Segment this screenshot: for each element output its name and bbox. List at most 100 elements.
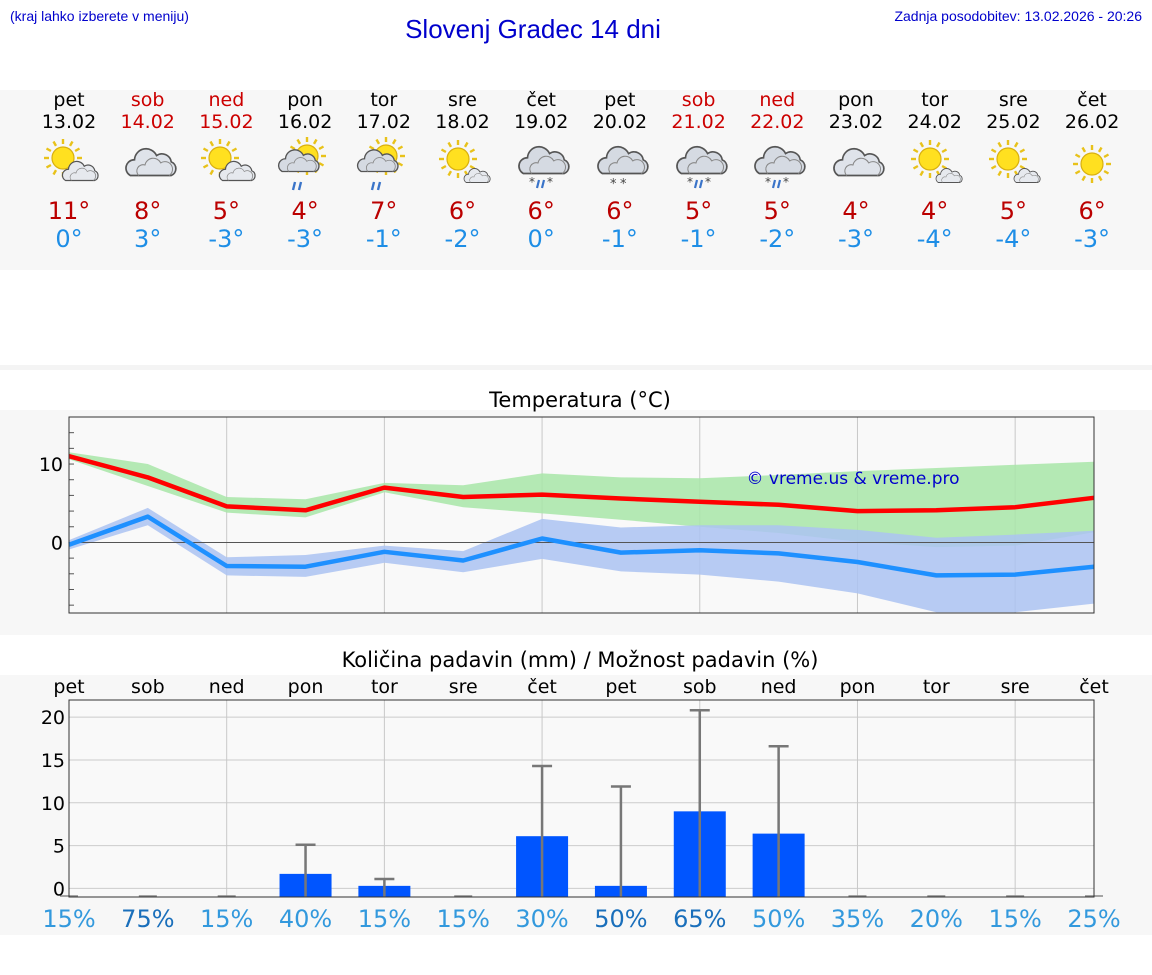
min-temperature: -2° xyxy=(759,225,796,253)
cloudy-icon xyxy=(116,134,180,198)
sun-cloud-icon xyxy=(37,134,101,198)
page-title: Slovenj Gradec 14 dni xyxy=(405,14,661,44)
svg-text:*: * xyxy=(610,177,617,192)
min-temperature: -1° xyxy=(365,225,402,253)
y-tick-label: 15 xyxy=(41,750,65,772)
x-tick-label: ned xyxy=(761,676,797,698)
day-header: tor 24.02 xyxy=(895,89,975,133)
max-temperature-line xyxy=(68,454,1095,514)
svg-text:*: * xyxy=(765,175,771,189)
min-temperature: 0° xyxy=(55,225,83,253)
precipitation-probability: 15% xyxy=(358,905,411,933)
day-date: 22.02 xyxy=(750,111,805,133)
min-temperature: -3° xyxy=(1074,225,1111,253)
day-name: sre xyxy=(998,89,1028,111)
precipitation-probability: 15% xyxy=(42,905,95,933)
svg-text:*: * xyxy=(705,175,711,189)
day-name: sre xyxy=(448,89,477,111)
max-temperature: 5° xyxy=(999,197,1028,225)
y-tick-label: 10 xyxy=(39,454,63,476)
sun-cloud-rain-icon xyxy=(352,134,416,198)
location-hint: (kraj lahko izberete v meniju) xyxy=(10,8,189,24)
sun-cloud-icon xyxy=(194,134,258,198)
precipitation-probability: 35% xyxy=(831,905,884,933)
sun-small-cloud-icon xyxy=(431,134,495,198)
x-tick-label: tor xyxy=(371,676,398,698)
cloud-sleet-icon: * * xyxy=(667,134,731,198)
max-temperature: 4° xyxy=(921,197,949,225)
max-temperature: 7° xyxy=(370,197,398,225)
day-header: pet 20.02 xyxy=(580,89,660,133)
max-temperature: 11° xyxy=(47,197,91,225)
cloud-sleet-icon: * * xyxy=(745,134,809,198)
day-header: čet 26.02 xyxy=(1052,89,1132,133)
precipitation-probability: 15% xyxy=(988,905,1041,933)
y-tick-label: 20 xyxy=(41,707,65,729)
max-temperature: 6° xyxy=(448,197,477,225)
day-header: sob 21.02 xyxy=(659,89,739,133)
max-temperature: 6° xyxy=(527,197,555,225)
min-temperature: -3° xyxy=(838,225,874,253)
min-temperature: 3° xyxy=(134,225,162,253)
max-temperature: 8° xyxy=(134,197,162,225)
day-name: ned xyxy=(759,89,796,111)
min-temperature: -1° xyxy=(680,225,717,253)
day-name: pon xyxy=(287,89,323,111)
last-updated: Zadnja posodobitev: 13.02.2026 - 20:26 xyxy=(894,8,1142,24)
day-name: čet xyxy=(526,89,556,111)
x-tick-label: sob xyxy=(131,676,165,698)
precipitation-probability: 25% xyxy=(1067,905,1120,933)
day-header: čet 19.02 xyxy=(501,89,581,133)
day-name: sob xyxy=(130,89,165,111)
x-tick-label: pet xyxy=(53,676,84,698)
precipitation-chart-title: Količina padavin (mm) / Možnost padavin … xyxy=(341,648,819,672)
divider xyxy=(0,365,1152,370)
day-date: 15.02 xyxy=(199,111,254,133)
day-date: 26.02 xyxy=(1064,111,1120,133)
day-header: pet 13.02 xyxy=(29,89,109,133)
min-temperature: -3° xyxy=(287,225,324,253)
day-name: pet xyxy=(604,89,636,111)
plot-area xyxy=(69,700,1094,897)
y-tick-label: 0 xyxy=(53,878,65,900)
day-date: 14.02 xyxy=(120,111,175,133)
day-date: 20.02 xyxy=(592,111,648,133)
max-temperature: 6° xyxy=(1078,197,1106,225)
day-header: sre 25.02 xyxy=(973,89,1053,133)
min-temperature: 0° xyxy=(527,225,555,253)
day-name: tor xyxy=(921,89,949,111)
x-tick-label: pon xyxy=(840,676,876,698)
precipitation-probability: 50% xyxy=(594,905,647,933)
sun-small-cloud-icon xyxy=(903,134,967,198)
svg-text:*: * xyxy=(620,177,627,192)
min-temperature: -4° xyxy=(916,225,953,253)
temperature-chart: 0 10 © vreme.us & vreme.pro xyxy=(39,416,1095,614)
day-header: pon 16.02 xyxy=(265,89,345,133)
precipitation-probability: 15% xyxy=(437,905,490,933)
svg-text:*: * xyxy=(547,175,553,189)
x-tick-label: tor xyxy=(923,676,950,698)
day-date: 16.02 xyxy=(277,111,333,133)
x-tick-label: čet xyxy=(1079,676,1109,698)
precipitation-probability: 15% xyxy=(200,905,253,933)
precipitation-chart: 0 5 10 15 20 pet sob ned pon tor sre čet pet sob ned po… xyxy=(41,676,1121,933)
min-range-band xyxy=(69,507,1094,613)
plot-frame xyxy=(68,416,1095,614)
y-tick-label: 10 xyxy=(41,793,65,815)
max-temperature: 6° xyxy=(606,197,634,225)
day-header: ned 15.02 xyxy=(186,89,266,133)
svg-text:*: * xyxy=(529,175,535,189)
min-temperature: -3° xyxy=(208,225,245,253)
max-range-band xyxy=(69,452,1094,548)
max-temperature: 5° xyxy=(684,197,713,225)
min-temperature-line xyxy=(68,514,1095,578)
x-tick-label: sre xyxy=(449,676,478,698)
sun-small-cloud-icon xyxy=(981,134,1045,198)
day-date: 13.02 xyxy=(41,111,97,133)
min-temperature: -1° xyxy=(601,225,638,253)
temperature-chart-title: Temperatura (°C) xyxy=(489,388,671,412)
y-tick-label: 0 xyxy=(51,532,63,554)
min-temperature: -2° xyxy=(444,225,481,253)
max-temperature: 5° xyxy=(212,197,241,225)
max-temperature: 5° xyxy=(763,197,791,225)
